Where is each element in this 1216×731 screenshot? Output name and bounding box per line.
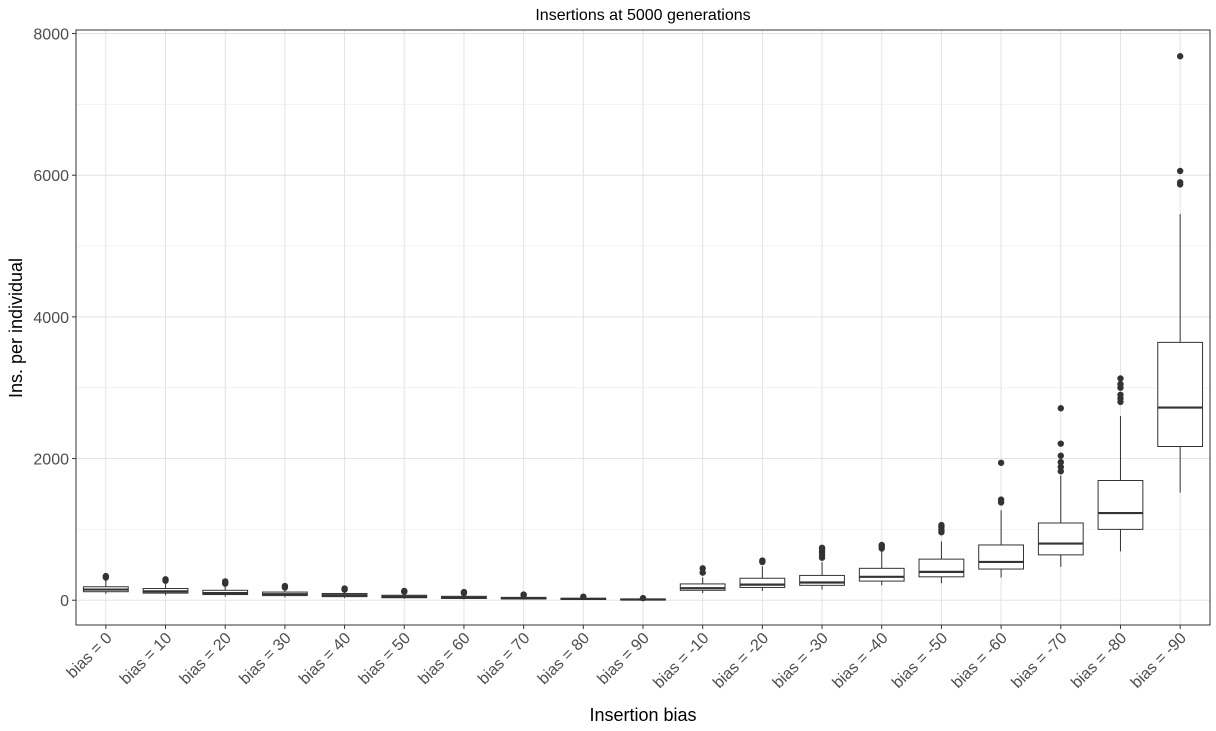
box-group: [799, 544, 845, 590]
box-group: [918, 521, 965, 584]
outlier-point: [997, 496, 1005, 503]
box-group: [739, 557, 786, 591]
outlier-point: [938, 521, 945, 529]
box: [799, 574, 845, 586]
box-group: [441, 588, 487, 600]
box: [978, 544, 1024, 570]
outlier-point: [997, 459, 1005, 466]
outlier-point: [162, 576, 169, 583]
box: [918, 558, 965, 578]
outlier-point: [281, 582, 289, 590]
outlier-point: [222, 578, 229, 585]
outlier-point: [639, 594, 647, 602]
box-group: [202, 578, 249, 597]
box-group: [142, 576, 189, 596]
outlier-point: [759, 557, 766, 564]
box-group: [82, 572, 129, 594]
box-group: [978, 459, 1024, 578]
outlier-point: [818, 544, 826, 551]
box-group: [262, 582, 308, 598]
outlier-point: [580, 593, 587, 600]
box: [1097, 480, 1144, 530]
box-group: [381, 587, 428, 599]
box: [739, 577, 786, 588]
outlier-point: [1057, 405, 1064, 412]
box-group: [858, 541, 905, 586]
chart-title: Insertions at 5000 generations: [535, 7, 750, 24]
outlier-point: [341, 585, 348, 592]
box: [858, 567, 905, 582]
outlier-point: [699, 565, 706, 572]
outlier-point: [1176, 167, 1184, 175]
outlier-point: [1117, 380, 1124, 388]
outlier-point: [401, 587, 408, 595]
outlier-point: [878, 541, 885, 549]
y-tick-label: 8000: [33, 27, 69, 44]
outlier-point: [1176, 53, 1184, 60]
box-group: [1157, 53, 1204, 493]
box-group: [1037, 405, 1084, 567]
outlier-point: [1057, 458, 1064, 466]
box-group: [679, 565, 726, 594]
y-tick-label: 6000: [33, 168, 69, 185]
x-axis-title: Insertion bias: [589, 705, 696, 725]
box-group: [321, 585, 368, 599]
outlier-point: [460, 588, 468, 596]
y-tick-label: 2000: [33, 452, 69, 469]
box: [1157, 341, 1204, 447]
box: [1037, 522, 1084, 556]
box-group: [500, 591, 547, 600]
y-tick-label: 4000: [33, 310, 69, 327]
box-group: [1097, 375, 1144, 552]
box-group: [560, 593, 607, 601]
outlier-point: [1057, 452, 1064, 459]
outlier-point: [1057, 463, 1064, 471]
outlier-point: [1117, 375, 1124, 382]
box-group: [620, 594, 666, 602]
outlier-point: [1176, 179, 1184, 186]
outlier-point: [1117, 391, 1124, 398]
y-tick-label: 0: [60, 593, 69, 610]
outlier-point: [102, 572, 110, 580]
y-axis-title: Ins. per individual: [6, 258, 26, 398]
outlier-point: [1057, 440, 1064, 447]
outlier-point: [520, 591, 527, 598]
